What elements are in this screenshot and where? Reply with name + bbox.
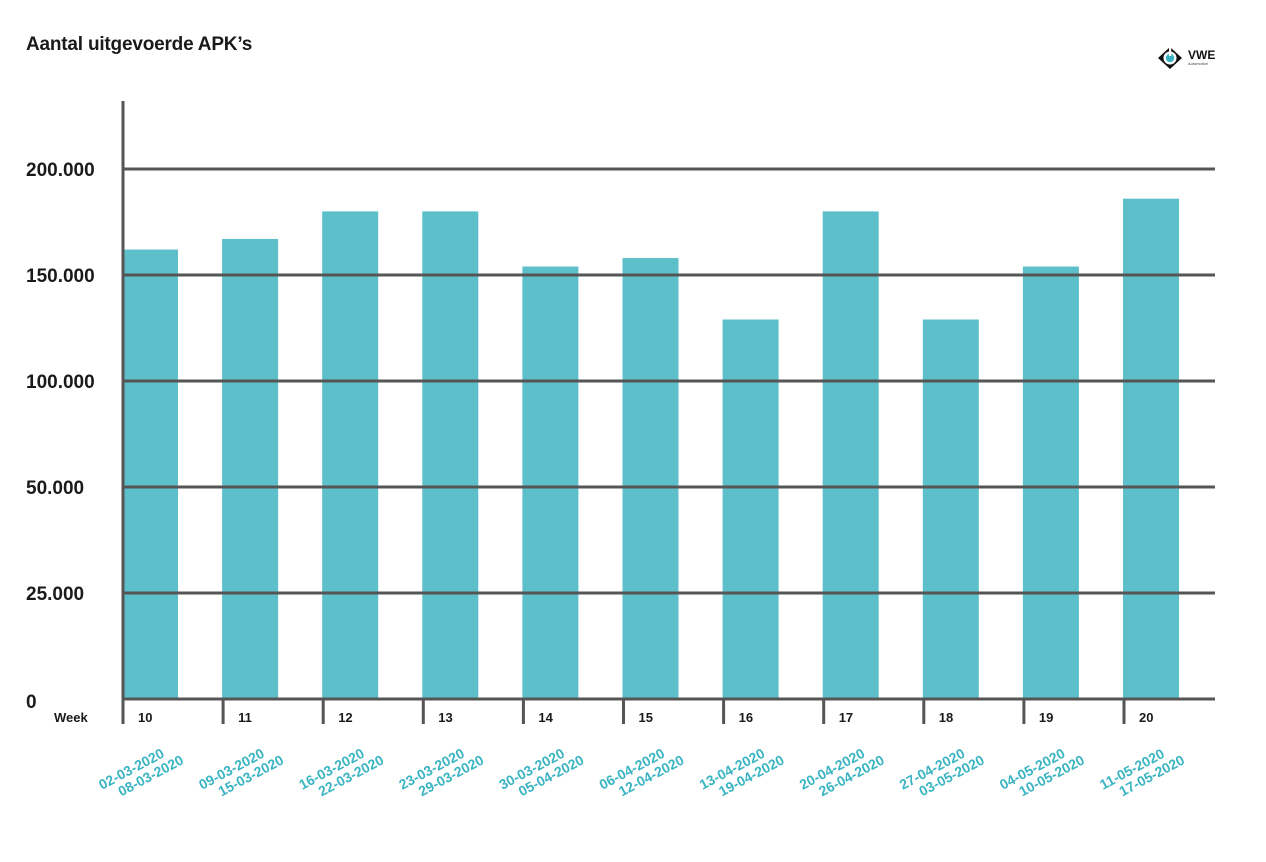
bar-week-16 <box>722 319 779 699</box>
week-number-17: 17 <box>839 710 853 725</box>
week-number-11: 11 <box>238 710 252 725</box>
bar-week-17 <box>822 211 879 699</box>
y-tick-label: 200.000 <box>26 160 95 181</box>
x-axis-title: Week <box>54 710 88 725</box>
bar-week-20 <box>1123 198 1179 699</box>
week-number-14: 14 <box>538 710 553 725</box>
logo-text: VWE <box>1188 48 1216 62</box>
week-number-20: 20 <box>1139 710 1153 725</box>
bar-week-12 <box>322 211 379 699</box>
bar-week-11 <box>222 238 279 699</box>
vwe-logo-icon <box>1158 47 1182 69</box>
logo-subtext: Automotive <box>1188 61 1209 66</box>
week-number-18: 18 <box>939 710 953 725</box>
bar-week-13 <box>422 211 479 699</box>
week-number-13: 13 <box>438 710 452 725</box>
week-number-19: 19 <box>1039 710 1053 725</box>
bar-week-14 <box>522 266 579 699</box>
week-number-16: 16 <box>739 710 753 725</box>
y-tick-label: 100.000 <box>26 372 95 393</box>
bar-week-10 <box>122 249 178 699</box>
bar-week-18 <box>922 319 979 699</box>
chart-title: Aantal uitgevoerde APK’s <box>26 34 253 55</box>
week-number-10: 10 <box>138 710 152 725</box>
week-number-15: 15 <box>639 710 653 725</box>
y-tick-label: 150.000 <box>26 266 95 287</box>
y-tick-label: 25.000 <box>26 584 84 605</box>
week-number-12: 12 <box>338 710 352 725</box>
vwe-logo: VWE Automotive <box>1157 46 1215 70</box>
y-tick-label: 0 <box>26 692 37 713</box>
bar-week-19 <box>1022 266 1079 699</box>
y-tick-label: 50.000 <box>26 478 84 499</box>
bar-week-15 <box>622 258 679 699</box>
